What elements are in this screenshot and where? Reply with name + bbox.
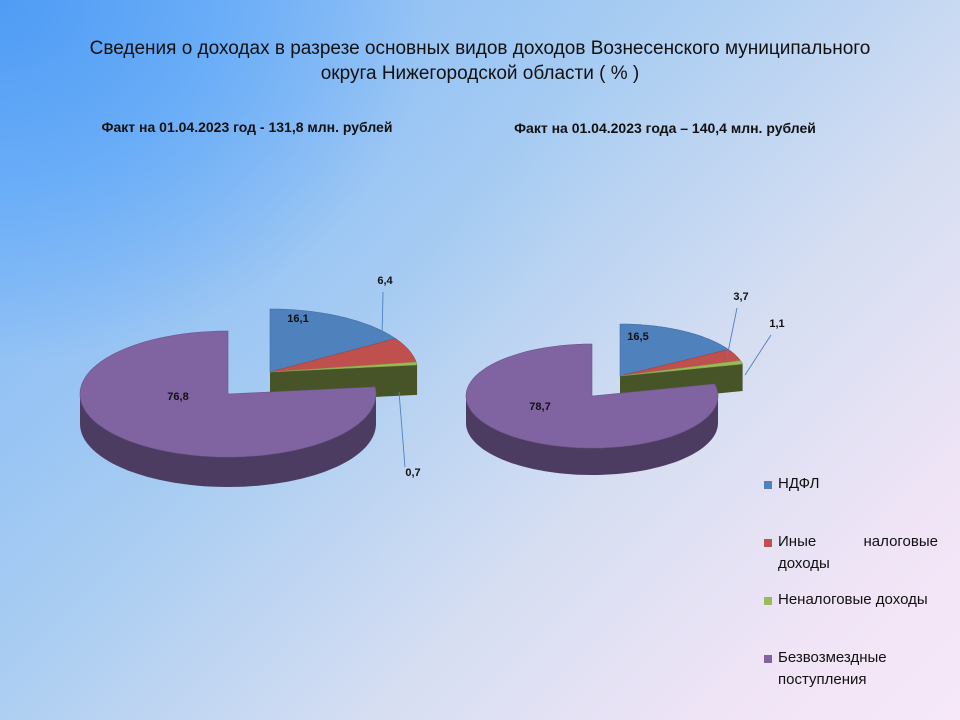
legend-swatch-other-tax <box>764 539 772 547</box>
pie-chart-1: 16,1 6,4 0,7 76,8 <box>79 275 421 487</box>
pie1-slices <box>79 308 418 487</box>
legend-label-ndfl: НДФЛ <box>778 475 820 492</box>
pie1-leader-non-tax <box>398 391 406 468</box>
pie1-slice-ndfl <box>269 308 397 373</box>
chart-title: Сведения о доходах в разрезе основных ви… <box>20 36 940 86</box>
pie2-slice-other-tax <box>619 349 741 377</box>
pie2-data-label-other-tax: 3,7 <box>733 291 748 303</box>
legend-item-grants: Безвозмездные поступления <box>762 647 938 691</box>
pie2-data-label-non-tax: 1,1 <box>769 318 784 330</box>
pie-chart-2: 16,5 3,7 1,1 78,7 <box>465 291 785 475</box>
legend-swatch-non-tax <box>764 597 772 605</box>
pie1-data-label-ndfl: 16,1 <box>287 313 308 325</box>
legend-label-other-tax: Иные налоговые доходы <box>778 533 938 572</box>
legend-swatch-grants <box>764 655 772 663</box>
pie2-leader-other-tax <box>726 307 738 358</box>
chart-title-line1: Сведения о доходах в разрезе основных ви… <box>89 38 871 59</box>
pie2-slice-grants <box>465 343 719 449</box>
pie1-slice-grants <box>79 330 377 458</box>
pie1-slice-non-tax <box>269 361 418 373</box>
chart-title-line2: округа Нижегородской области ( % ) <box>320 63 640 84</box>
pie2-subtitle: Факт на 01.04.2023 года – 140,4 млн. руб… <box>514 120 816 136</box>
legend-item-other-tax: Иные налоговые доходы <box>762 531 938 575</box>
legend-item-non-tax: Неналоговые доходы <box>762 589 938 611</box>
pie2-data-label-ndfl: 16,5 <box>627 331 648 343</box>
pie1-leader-other-tax <box>381 291 384 339</box>
pie2-slices <box>465 323 743 475</box>
pie1-data-label-non-tax: 0,7 <box>405 467 420 479</box>
pie1-slice-other-tax <box>269 338 417 373</box>
pie2-data-label-grants: 78,7 <box>529 401 550 413</box>
legend-swatch-ndfl <box>764 481 772 489</box>
pie1-data-label-grants: 76,8 <box>167 391 188 403</box>
legend-label-grants: Безвозмездные поступления <box>778 649 887 688</box>
pie2-slice-non-tax <box>619 360 743 377</box>
legend-item-ndfl: НДФЛ <box>762 473 938 495</box>
pie1-subtitle: Факт на 01.04.2023 год - 131,8 млн. рубл… <box>101 119 393 135</box>
legend-label-non-tax: Неналоговые доходы <box>778 591 928 608</box>
pie1-data-label-other-tax: 6,4 <box>377 275 393 287</box>
pie2-leader-non-tax <box>744 334 772 376</box>
pie2-slice-ndfl <box>619 323 730 377</box>
